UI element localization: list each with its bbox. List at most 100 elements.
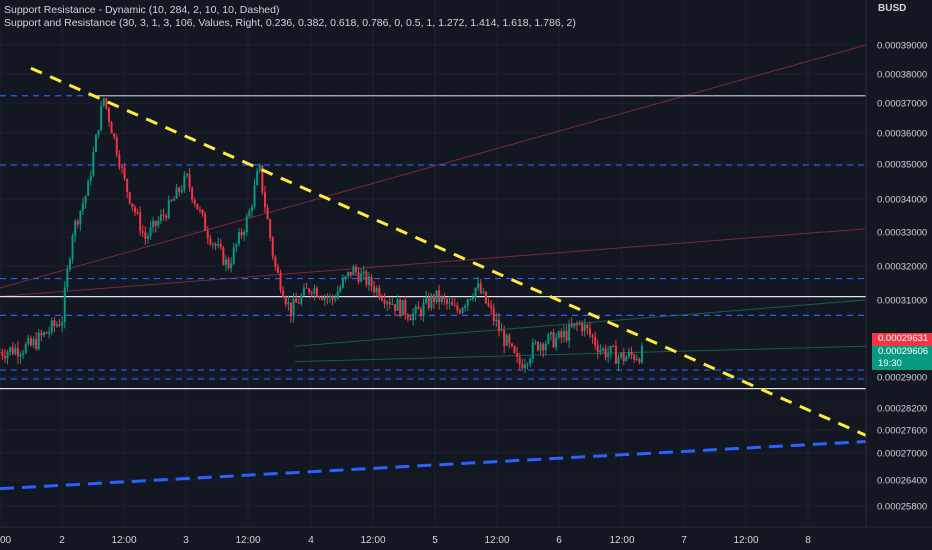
candle-body <box>310 292 313 294</box>
candle-body <box>6 352 9 359</box>
candle-body <box>45 332 48 334</box>
candle-body <box>157 220 160 226</box>
indicator-legend-line2[interactable]: Support and Resistance (30, 3, 1, 3, 106… <box>4 17 576 29</box>
candle-body <box>365 271 368 285</box>
candle-body <box>92 152 95 176</box>
candle-body <box>552 331 555 348</box>
candle-body <box>542 343 545 351</box>
candle-body <box>565 331 568 341</box>
candle-body <box>196 203 199 210</box>
candle-body <box>180 190 183 193</box>
candle-body <box>404 300 407 315</box>
candle-body <box>297 302 300 304</box>
candle-body <box>612 346 615 348</box>
candle-body <box>214 243 217 246</box>
candle-body <box>500 330 503 332</box>
candle-body <box>224 259 227 265</box>
candle-body <box>373 286 376 293</box>
indicator-legend-line1[interactable]: Support Resistance - Dynamic (10, 284, 2… <box>4 4 280 16</box>
candle-body <box>461 307 464 313</box>
candle-body <box>230 263 233 269</box>
price-axis[interactable]: 0.00039000 0.00038000 0.00037000 0.00036000… <box>865 0 932 550</box>
candle-body <box>490 305 493 309</box>
candle-body <box>87 180 90 196</box>
candle-body <box>591 334 594 338</box>
candle-body <box>261 165 264 193</box>
candle-body <box>503 330 506 346</box>
candle-body <box>118 154 121 167</box>
candle-body <box>357 272 360 282</box>
candle-body <box>3 355 6 359</box>
candle-body <box>466 299 469 306</box>
candle-body <box>235 244 238 248</box>
candle-body <box>66 269 69 288</box>
candle-body <box>217 243 220 246</box>
candle-body <box>578 322 581 325</box>
candle-body <box>42 332 45 336</box>
candle-body <box>604 348 607 358</box>
candle-body <box>35 339 38 349</box>
candle-body <box>471 297 474 299</box>
candle-body <box>110 121 113 134</box>
candle-body <box>175 187 178 199</box>
candle-body <box>495 319 498 322</box>
candle-body <box>206 230 209 239</box>
candle-body <box>102 98 105 106</box>
time-tick-label: 3 <box>183 535 189 546</box>
candle-body <box>139 212 142 232</box>
candle-body <box>170 200 173 202</box>
candle-body <box>635 359 638 361</box>
candle-body <box>344 276 347 280</box>
candle-body <box>305 287 308 289</box>
time-axis[interactable]: 00 2 12:00 3 12:00 4 12:00 5 12:00 6 12:00 7 12:00 8 <box>0 526 932 550</box>
candle-body <box>401 300 404 316</box>
candle-body <box>300 295 303 304</box>
candle-body <box>516 352 519 357</box>
candle-body <box>513 346 516 353</box>
candle-body <box>123 167 126 179</box>
candle-body <box>555 337 558 348</box>
candle-body <box>531 342 534 360</box>
candle-body <box>544 343 547 351</box>
candle-body <box>445 299 448 304</box>
candle-body <box>383 299 386 304</box>
candle-body <box>323 296 326 300</box>
channel-green-lower <box>294 345 867 363</box>
candle-body <box>1 352 4 356</box>
time-tick-label: 7 <box>681 535 687 546</box>
candle-body <box>549 331 552 335</box>
candle-body <box>14 348 17 355</box>
time-tick-label: 12:00 <box>235 535 260 546</box>
candle-body <box>55 324 58 326</box>
candle-body <box>84 195 87 204</box>
candle-body <box>362 271 365 274</box>
candle-body <box>237 232 240 245</box>
candle-body <box>594 337 597 346</box>
candle-body <box>326 296 329 298</box>
candle-body <box>50 320 53 332</box>
candle-body <box>508 335 511 344</box>
candle-body <box>211 243 214 245</box>
price-tick-label: 0.00032000 <box>877 262 927 273</box>
candle-body <box>539 343 542 351</box>
candle-body <box>617 356 620 364</box>
candle-body <box>22 353 25 355</box>
candle-body <box>448 302 451 304</box>
candle-body <box>328 296 331 298</box>
candle-body <box>243 232 246 236</box>
candle-body <box>370 276 373 287</box>
candle-body <box>568 324 571 341</box>
price-tick-label: 0.00037000 <box>877 99 927 110</box>
candle-body <box>11 347 14 355</box>
candle-body <box>443 296 446 300</box>
price-tick-label: 0.00026400 <box>877 476 927 487</box>
candle-body <box>256 171 259 186</box>
candle-body <box>456 305 459 311</box>
candle-body <box>128 192 131 204</box>
candle-body <box>380 297 383 300</box>
candle-body <box>534 342 537 344</box>
candle-body <box>131 203 134 208</box>
candle-body <box>29 338 32 346</box>
time-tick-label: 12:00 <box>360 535 385 546</box>
